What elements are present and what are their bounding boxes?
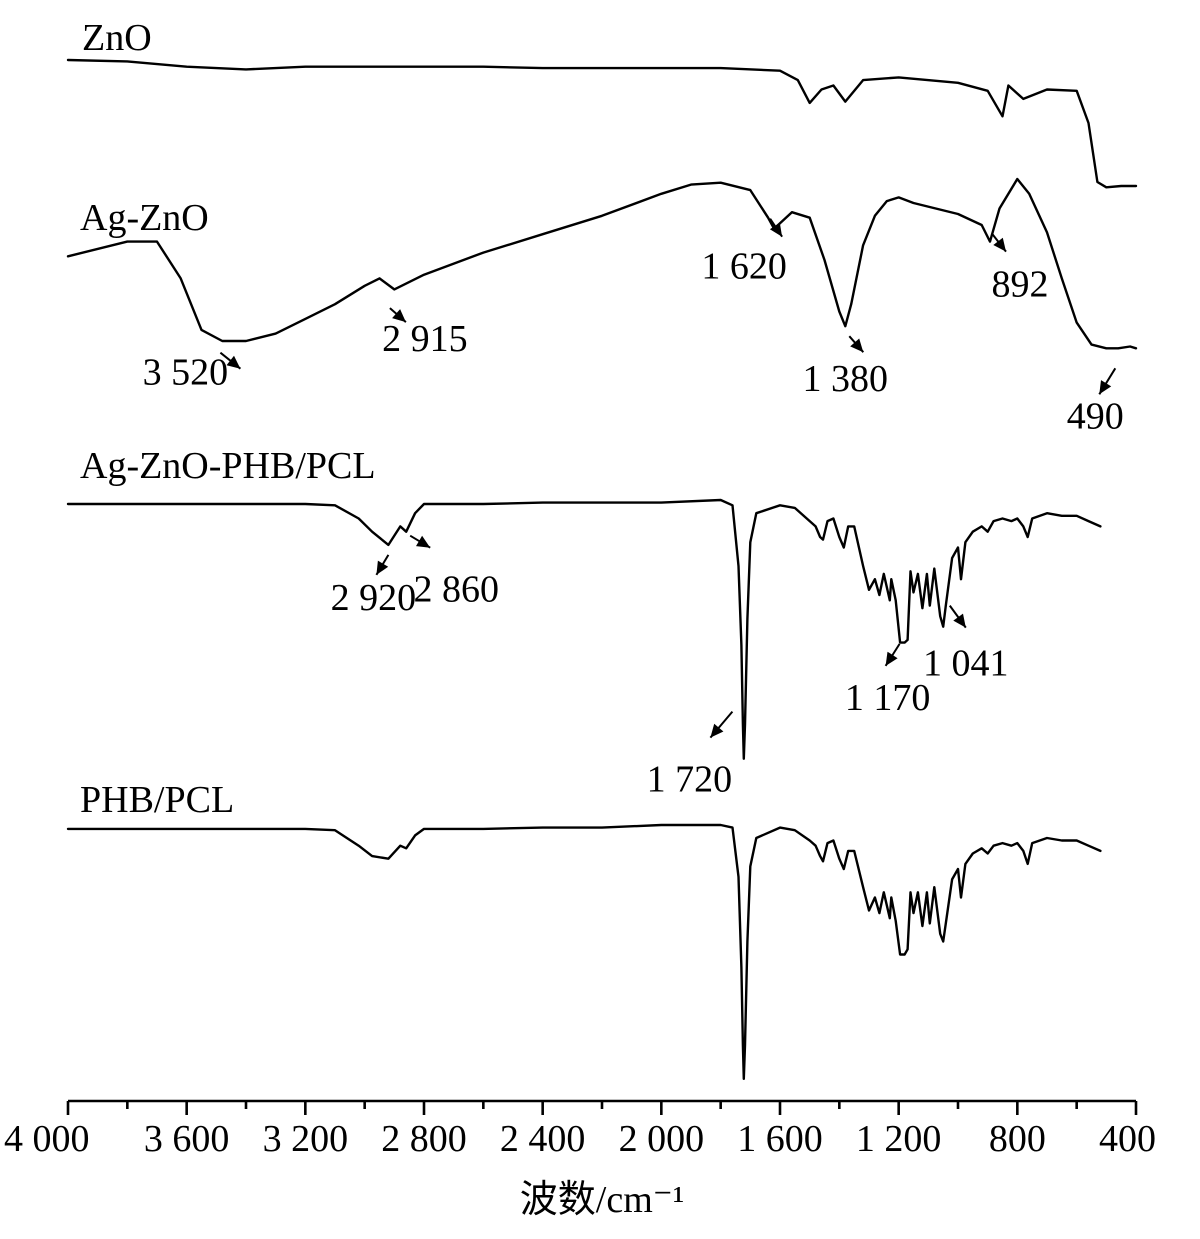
annotation-label-892: 892	[992, 264, 1049, 306]
annotation-arrowhead-490	[1099, 380, 1112, 395]
series-label-ag-zno-phb-pcl: Ag-ZnO-PHB/PCL	[80, 445, 376, 487]
series-line-ag-zno-phb-pcl	[66, 498, 1102, 760]
annotation-arrowhead-2-915	[392, 309, 406, 323]
annotation-arrowhead-892	[993, 237, 1006, 252]
series-line-zno	[66, 58, 1138, 189]
series-label-ag-zno: Ag-ZnO	[80, 197, 209, 239]
x-axis-title: 波数/cm⁻¹	[520, 1179, 684, 1221]
annotation-label-2-920: 2 920	[331, 577, 417, 619]
x-tick-label-400: 400	[1099, 1118, 1156, 1160]
annotation-label-1-620: 1 620	[701, 246, 787, 288]
x-tick-label-2400: 2 400	[500, 1118, 586, 1160]
x-tick-label-4000: 4 000	[4, 1118, 90, 1160]
curves-layer	[66, 58, 1138, 1080]
x-tick-label-3200: 3 200	[263, 1118, 349, 1160]
annotation-arrowhead-1-720	[710, 723, 724, 738]
x-tick-label-3600: 3 600	[144, 1118, 230, 1160]
annotation-arrowhead-1-380	[850, 338, 864, 353]
series-line-phb-pcl	[66, 823, 1102, 1080]
annotation-label-3-520: 3 520	[143, 352, 229, 394]
series-labels-layer: ZnO Ag-ZnO Ag-ZnO-PHB/PCL PHB/PCL	[80, 17, 376, 821]
series-label-phb-pcl: PHB/PCL	[80, 779, 234, 821]
annotation-label-490: 490	[1067, 395, 1124, 437]
annotation-arrowhead-1-041	[953, 613, 966, 628]
x-axis-ticks: 4 000 3 600 3 200 2 800 2 400 2 000 1 600 1 200…	[4, 1101, 1156, 1160]
annotation-label-1-041: 1 041	[923, 643, 1009, 685]
series-label-zno: ZnO	[82, 17, 152, 59]
annotation-arrowhead-1-170	[885, 651, 898, 666]
annotation-label-2-860: 2 860	[413, 569, 499, 611]
annotation-label-1-380: 1 380	[803, 358, 889, 400]
annotation-arrowhead-1-620	[769, 222, 783, 237]
annotation-arrowhead-3-520	[226, 355, 241, 369]
annotation-arrowhead-2-860	[416, 535, 431, 548]
x-tick-label-800: 800	[989, 1118, 1046, 1160]
annotation-label-1-720: 1 720	[647, 759, 733, 801]
x-tick-label-2800: 2 800	[381, 1118, 467, 1160]
x-tick-label-1600: 1 600	[737, 1118, 823, 1160]
annotation-arrowhead-2-920	[376, 560, 389, 575]
series-line-ag-zno	[66, 177, 1138, 350]
x-tick-label-1200: 1 200	[856, 1118, 942, 1160]
annotation-label-1-170: 1 170	[845, 677, 931, 719]
x-tick-label-2000: 2 000	[619, 1118, 705, 1160]
annotation-label-2-915: 2 915	[382, 318, 468, 360]
